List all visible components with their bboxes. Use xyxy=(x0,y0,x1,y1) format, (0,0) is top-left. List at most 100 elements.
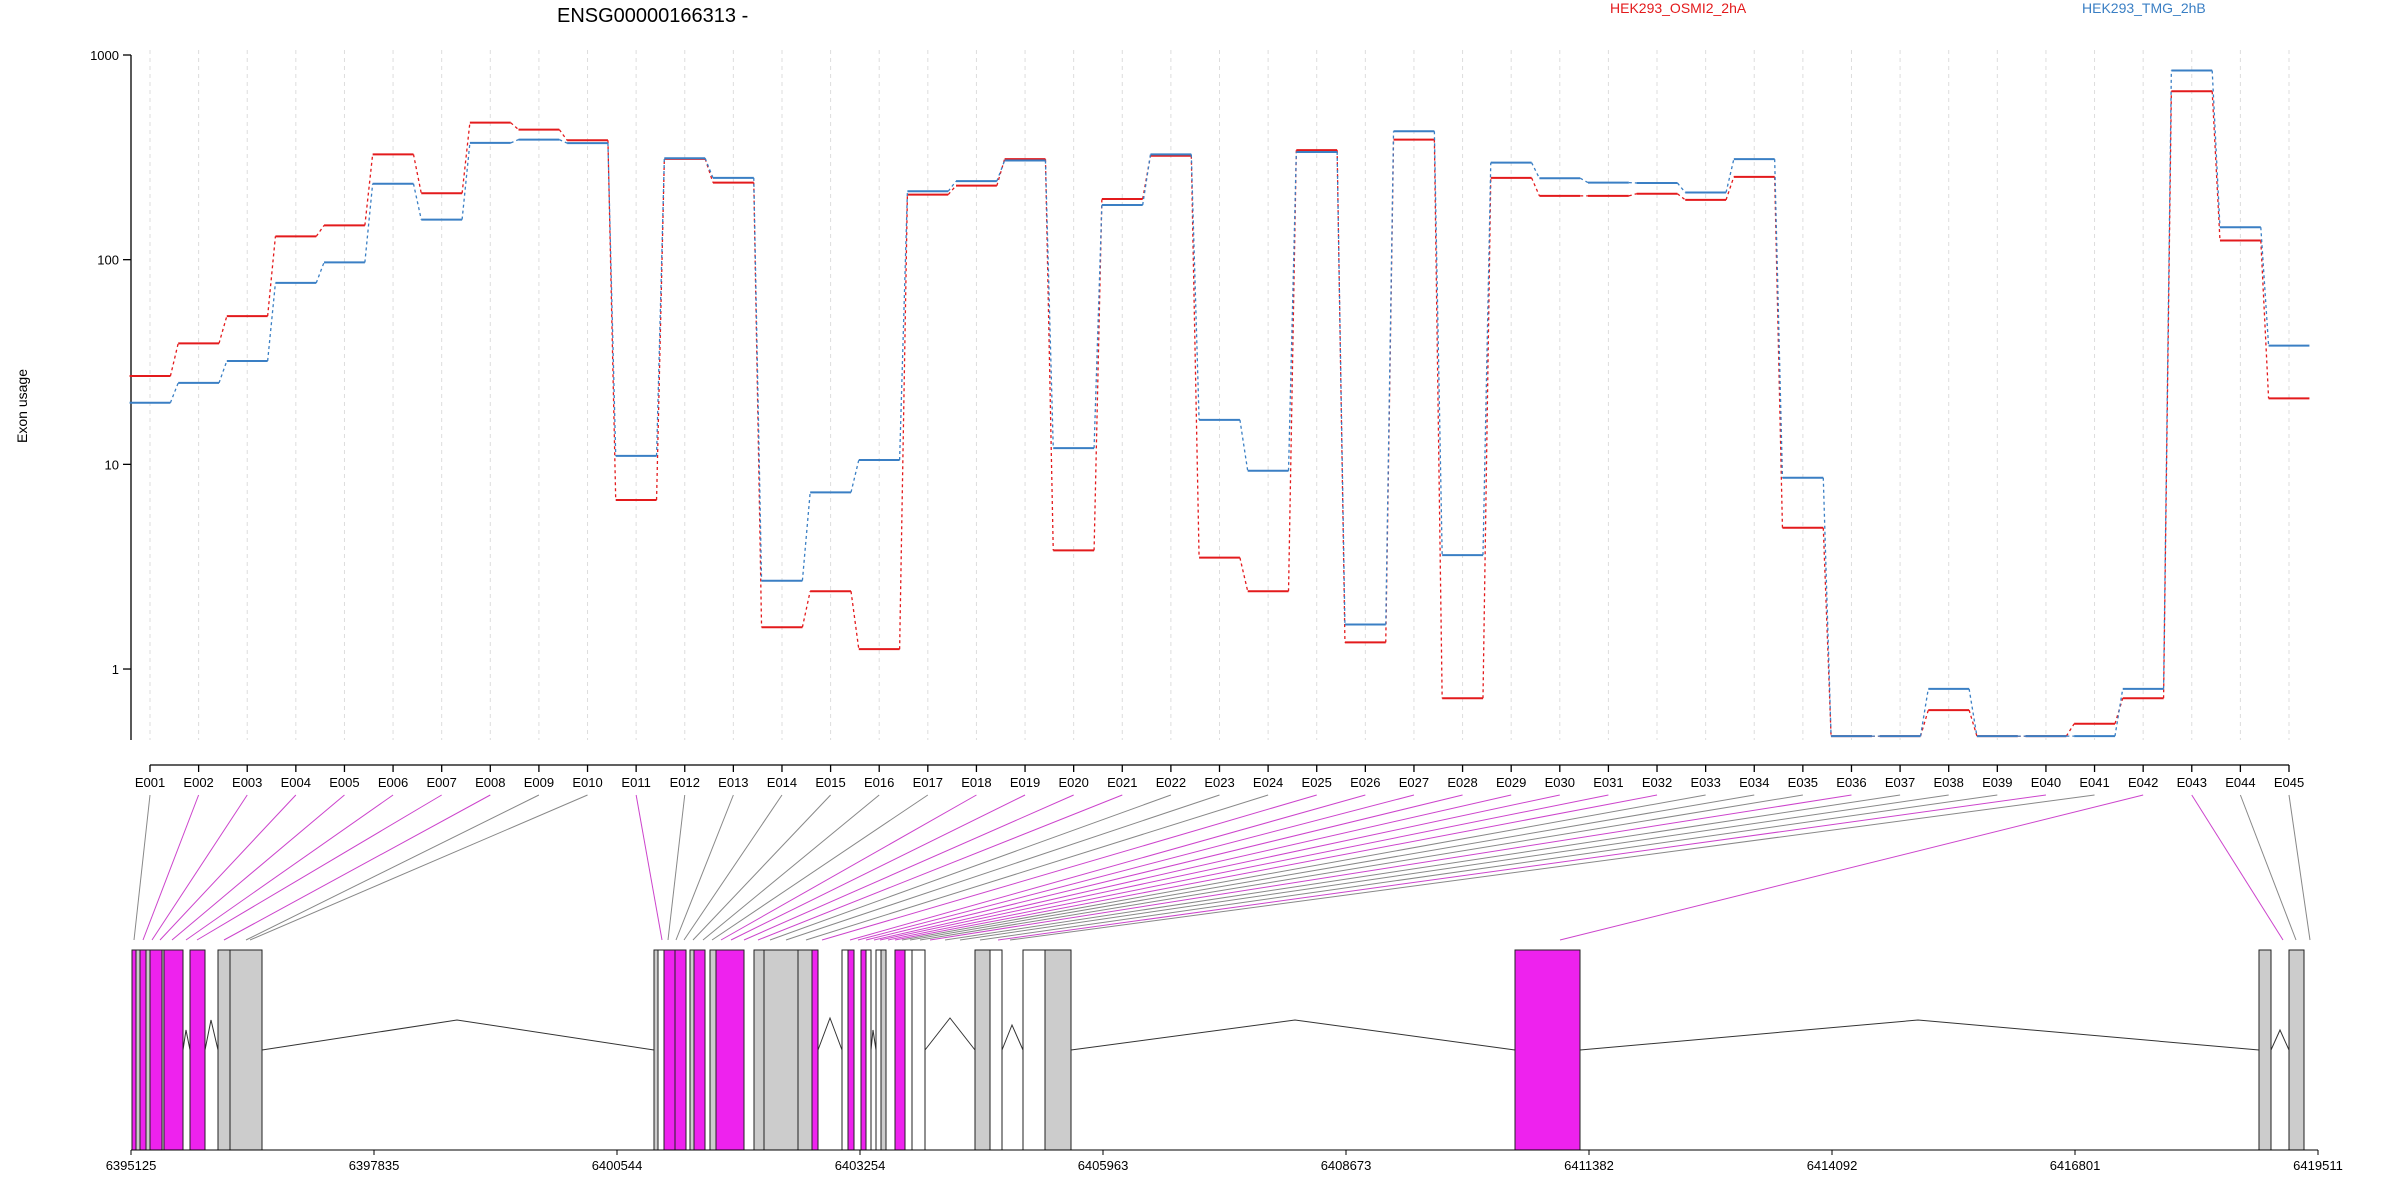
exon-tick-label: E017 xyxy=(913,775,943,790)
series-connector xyxy=(850,459,860,493)
exon-tick-label: E040 xyxy=(2031,775,2061,790)
exon-tick-label: E020 xyxy=(1058,775,1088,790)
exon-connector xyxy=(959,794,1949,941)
exon-block xyxy=(229,949,263,1151)
series-connector xyxy=(607,143,617,456)
exon-tick-label: E037 xyxy=(1885,775,1915,790)
exon-block xyxy=(894,949,906,1151)
exon-tick-label: E013 xyxy=(718,775,748,790)
series-connector xyxy=(315,225,325,237)
coordinate-label: 6403254 xyxy=(835,1158,886,1173)
series-connector xyxy=(2162,70,2173,689)
exon-tick-label: E028 xyxy=(1447,775,1477,790)
series-connector xyxy=(1676,182,1686,193)
exon-tick-label: E024 xyxy=(1253,775,1283,790)
series-connector xyxy=(1968,688,1978,737)
series-connector xyxy=(169,343,179,377)
series-connector xyxy=(1482,177,1492,699)
exon-tick-label: E045 xyxy=(2274,775,2304,790)
y-tick-label: 1 xyxy=(112,662,119,677)
series-connector xyxy=(1725,176,1735,201)
y-tick-label: 1000 xyxy=(90,48,119,63)
exon-tick-label: E006 xyxy=(378,775,408,790)
exon-connector xyxy=(979,794,1998,941)
exon-connectors xyxy=(133,794,2311,941)
exon-connector xyxy=(142,794,200,941)
exon-block xyxy=(811,949,819,1151)
exon-connector xyxy=(879,794,1560,941)
series-connector xyxy=(461,142,471,220)
series-connector xyxy=(2260,240,2270,399)
exon-tick-label: E044 xyxy=(2225,775,2255,790)
series-connector xyxy=(1628,193,1637,197)
exon-connector xyxy=(865,794,1463,941)
series-connector xyxy=(1336,151,1346,625)
exon-tick-label: E007 xyxy=(426,775,456,790)
series-connector xyxy=(1190,155,1200,558)
exon-block xyxy=(657,949,665,1151)
series-connector xyxy=(753,182,763,628)
exon-block xyxy=(847,949,855,1151)
exon-connector xyxy=(743,794,1074,941)
series-connector xyxy=(1531,162,1540,179)
series-connector xyxy=(1142,154,1152,206)
exon-connector xyxy=(785,794,1220,941)
exon-tick-label: E035 xyxy=(1788,775,1818,790)
series-connector xyxy=(1044,159,1054,551)
exon-tick-label: E003 xyxy=(232,775,262,790)
series-connector xyxy=(1919,709,1929,737)
exon-connector xyxy=(196,794,442,941)
exon-block xyxy=(841,949,849,1151)
series-connector xyxy=(704,158,714,183)
series-connector xyxy=(801,591,811,628)
exon-connector xyxy=(133,794,151,941)
exon-block xyxy=(689,949,695,1151)
intron-line xyxy=(924,1017,976,1051)
series-connector xyxy=(1239,419,1249,471)
intron-line xyxy=(182,1029,191,1051)
series-connector xyxy=(1968,709,1978,737)
series-connector xyxy=(266,236,277,317)
exon-tick-label: E023 xyxy=(1204,775,1234,790)
intron-line xyxy=(2270,1028,2290,1051)
exon-connector xyxy=(1009,794,2095,941)
exon-connector xyxy=(769,794,1172,941)
intron-line xyxy=(204,1019,219,1051)
exon-tick-label: E008 xyxy=(475,775,505,790)
series-connector xyxy=(1239,557,1249,592)
series-connector xyxy=(218,315,228,344)
intron-line xyxy=(1070,1019,1516,1051)
exon-block xyxy=(753,949,765,1151)
exon-block xyxy=(1022,949,1046,1151)
intron-line xyxy=(870,1029,877,1051)
exon-block xyxy=(865,949,872,1151)
exon-connector xyxy=(929,794,1852,941)
series-connector xyxy=(2162,91,2173,699)
coordinate-label: 6416801 xyxy=(2050,1158,2101,1173)
exon-connector xyxy=(635,794,663,941)
series-connector xyxy=(169,382,179,403)
series-connector xyxy=(2211,70,2221,228)
grid-lines xyxy=(149,50,2290,740)
exon-connector xyxy=(692,794,831,941)
series-connector xyxy=(1822,527,1832,737)
exon-tick-label: E015 xyxy=(815,775,845,790)
series-connector xyxy=(2114,688,2124,737)
series-connector xyxy=(947,185,957,196)
exon-tick-label: E038 xyxy=(1934,775,1964,790)
exon-tick-label: E010 xyxy=(572,775,602,790)
exon-tick-label: E005 xyxy=(329,775,359,790)
intron-line xyxy=(817,1016,843,1051)
exon-block xyxy=(1044,949,1072,1151)
y-axis-label: Exon usage xyxy=(14,369,30,443)
exon-block xyxy=(2258,949,2272,1151)
series-connector xyxy=(1677,193,1686,201)
exon-connector xyxy=(702,794,880,941)
intron-line xyxy=(261,1019,655,1051)
coordinate-label: 6400544 xyxy=(592,1158,643,1173)
exon-connector xyxy=(667,794,686,941)
coordinate-label: 6411382 xyxy=(1564,1158,1614,1173)
series-connector xyxy=(218,360,228,384)
series-connector xyxy=(364,183,374,263)
coordinate-label: 6419511 xyxy=(2293,1158,2343,1173)
